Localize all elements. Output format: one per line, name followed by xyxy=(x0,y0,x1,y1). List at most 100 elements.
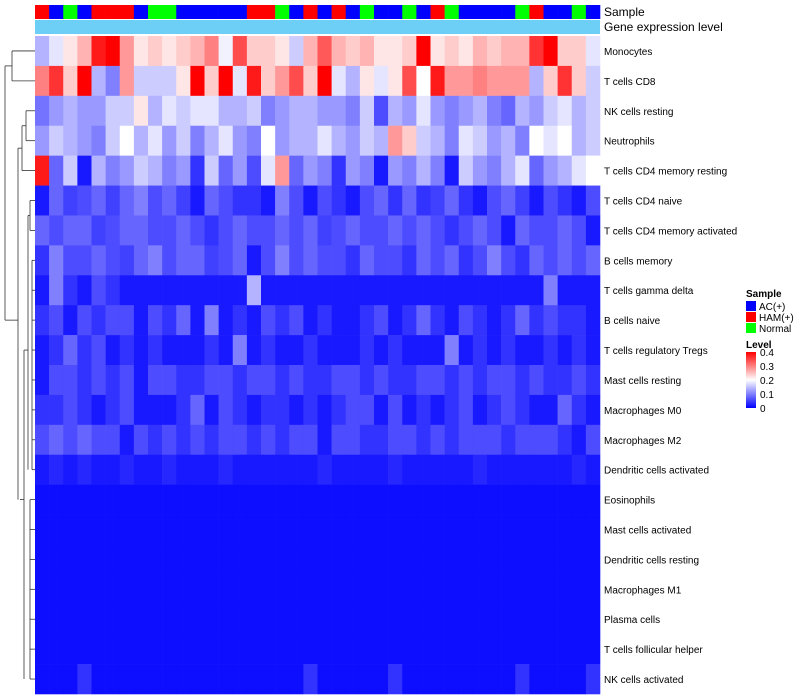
heatmap-cell xyxy=(543,365,558,396)
heatmap-cell xyxy=(303,634,318,665)
heatmap-cell xyxy=(218,424,234,456)
heatmap-cell xyxy=(501,604,516,635)
heatmap-cell xyxy=(77,604,92,635)
heatmap-cell xyxy=(430,245,445,276)
heatmap-cell xyxy=(458,454,474,485)
heatmap-cell xyxy=(472,664,488,695)
heatmap-cell xyxy=(487,305,502,336)
heatmap-cell xyxy=(458,544,474,575)
heatmap-cell xyxy=(204,634,219,665)
heatmap-cell xyxy=(218,634,234,665)
heatmap-cell xyxy=(204,215,219,246)
heatmap-cell xyxy=(359,245,375,276)
heatmap-cell xyxy=(105,335,121,366)
heatmap-cell xyxy=(63,245,78,276)
heatmap-cell xyxy=(515,424,530,456)
heatmap-cell xyxy=(49,65,64,97)
heatmap-cell xyxy=(246,365,262,396)
heatmap-cell xyxy=(472,365,488,396)
heatmap-cell xyxy=(204,275,219,306)
heatmap-cell xyxy=(571,484,587,515)
heatmap-cell xyxy=(176,514,191,545)
heatmap-cell xyxy=(529,394,544,426)
heatmap-cell xyxy=(472,394,488,426)
heatmap-cell xyxy=(359,424,375,456)
heatmap-cell xyxy=(162,245,177,276)
heatmap-cell xyxy=(246,245,262,276)
heatmap-cell xyxy=(261,514,276,545)
heatmap-cell xyxy=(430,185,445,216)
heatmap-cell xyxy=(557,245,573,276)
heatmap-cell xyxy=(35,185,50,216)
sample-annotation-cell xyxy=(571,5,587,19)
heatmap-cell xyxy=(402,245,417,276)
heatmap-cell xyxy=(303,275,318,306)
heatmap-cell xyxy=(402,275,417,306)
heatmap-cell xyxy=(430,155,445,186)
heatmap-cell xyxy=(190,484,205,515)
heatmap-cell xyxy=(91,36,106,67)
heatmap-cell xyxy=(402,484,417,515)
heatmap-cell xyxy=(585,335,601,366)
heatmap-cell xyxy=(345,125,361,156)
heatmap-cell xyxy=(261,484,276,515)
heatmap-cell xyxy=(289,185,304,216)
heatmap-cell xyxy=(261,574,276,605)
heatmap-cell xyxy=(571,634,587,665)
heatmap-cell xyxy=(35,604,50,635)
heatmap-cell xyxy=(515,36,530,67)
heatmap-cell xyxy=(585,574,601,605)
heatmap-cell xyxy=(487,634,502,665)
heatmap-cell xyxy=(402,514,417,545)
heatmap-cell xyxy=(218,514,234,545)
heatmap-cell xyxy=(204,185,219,216)
heatmap-cell xyxy=(105,394,121,426)
heatmap-cell xyxy=(345,215,361,246)
heatmap-cell xyxy=(105,125,121,156)
heatmap-cell xyxy=(402,215,417,246)
heatmap-cell xyxy=(232,365,248,396)
heatmap-cell xyxy=(133,365,149,396)
heatmap-cell xyxy=(501,95,516,127)
heatmap-cell xyxy=(232,185,248,216)
heatmap-cell xyxy=(176,394,191,426)
heatmap-cell xyxy=(190,36,205,67)
heatmap-cell xyxy=(388,514,403,545)
heatmap-cell xyxy=(444,275,460,306)
heatmap-cell xyxy=(246,95,262,127)
heatmap-cell xyxy=(345,245,361,276)
heatmap-cell xyxy=(91,394,106,426)
heatmap-cell xyxy=(303,125,318,156)
heatmap-cell xyxy=(543,394,558,426)
heatmap-cell xyxy=(543,544,558,575)
heatmap-cell xyxy=(388,305,403,336)
legend-sample-swatch xyxy=(746,301,756,311)
heatmap-cell xyxy=(49,335,64,366)
heatmap-cell xyxy=(133,215,149,246)
heatmap-cell xyxy=(585,454,601,485)
heatmap-cell xyxy=(529,65,544,97)
heatmap-cell xyxy=(416,275,431,306)
heatmap-cell xyxy=(176,125,191,156)
heatmap-cell xyxy=(77,514,92,545)
heatmap-cell xyxy=(374,305,389,336)
heatmap-cell xyxy=(49,634,64,665)
heatmap-cell xyxy=(289,454,304,485)
heatmap-cell xyxy=(91,544,106,575)
row-label: T cells regulatory Tregs xyxy=(604,346,708,357)
heatmap-cell xyxy=(246,664,262,695)
legend-sample-label: Normal xyxy=(759,324,791,335)
heatmap-cell xyxy=(458,95,474,127)
sample-annotation-cell xyxy=(444,5,460,19)
heatmap-cell xyxy=(35,394,50,426)
heatmap-cell xyxy=(515,514,530,545)
heatmap-cell xyxy=(204,424,219,456)
heatmap-cell xyxy=(317,634,332,665)
heatmap-cell xyxy=(35,275,50,306)
heatmap-cell xyxy=(331,155,347,186)
heatmap-cell xyxy=(49,454,64,485)
heatmap-cell xyxy=(571,365,587,396)
heatmap-cell xyxy=(331,185,347,216)
heatmap-cell xyxy=(331,275,347,306)
heatmap-cell xyxy=(289,514,304,545)
